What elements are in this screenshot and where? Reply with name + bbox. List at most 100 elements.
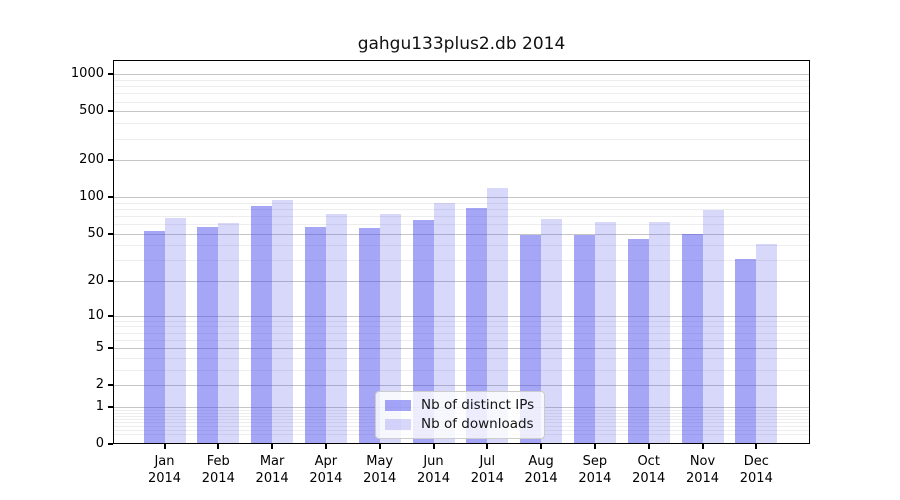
bar-downloads: [594, 221, 616, 444]
y-gridline: [113, 74, 810, 76]
y-gridline-minor: [113, 202, 810, 204]
x-tick-label: Jul 2014: [470, 454, 504, 486]
y-tick-label: 50: [87, 225, 104, 241]
bar-distinct-ips: [197, 226, 219, 444]
x-tick-label: Nov 2014: [685, 454, 720, 486]
y-gridline-minor: [113, 357, 810, 359]
x-tick-mark: [647, 444, 650, 449]
y-gridline: [113, 385, 810, 387]
chart-title: gahgu133plus2.db 2014: [357, 34, 566, 54]
bar-distinct-ips: [573, 234, 595, 444]
bar-downloads: [433, 203, 455, 444]
x-tick-label: Mar 2014: [255, 454, 289, 486]
y-gridline-minor: [113, 245, 810, 247]
legend-swatch-downloads: [385, 418, 411, 430]
bar-downloads: [325, 213, 347, 444]
y-gridline-minor: [113, 339, 810, 341]
y-tick-mark: [108, 314, 113, 317]
y-gridline: [113, 111, 810, 113]
bar-distinct-ips: [735, 258, 757, 444]
legend-swatch-distinct-ips: [385, 399, 411, 411]
x-tick-mark: [324, 444, 327, 449]
x-tick-mark: [486, 444, 489, 449]
y-gridline-minor: [113, 332, 810, 334]
y-tick-mark: [108, 347, 113, 350]
y-tick-mark: [108, 280, 113, 283]
y-gridline: [113, 281, 810, 283]
legend-row-downloads: Nb of downloads: [385, 416, 534, 432]
y-gridline-minor: [113, 86, 810, 88]
x-tick-mark: [432, 444, 435, 449]
x-tick-mark: [755, 444, 758, 449]
x-tick-label: Feb 2014: [201, 454, 235, 486]
y-tick-label: 20: [87, 273, 104, 289]
y-gridline-minor: [113, 224, 810, 226]
bar-downloads: [756, 244, 778, 444]
x-tick-label: Apr 2014: [309, 454, 343, 486]
bar-downloads: [487, 188, 509, 444]
bar-downloads: [702, 209, 724, 444]
x-tick-mark: [378, 444, 381, 449]
y-tick-mark: [108, 73, 113, 76]
y-tick-mark: [108, 384, 113, 387]
bar-distinct-ips: [627, 239, 649, 444]
x-tick-label: Sep 2014: [578, 454, 612, 486]
bar-distinct-ips: [143, 230, 165, 444]
y-gridline-minor: [113, 80, 810, 81]
bar-downloads: [218, 223, 240, 444]
y-gridline: [113, 233, 810, 235]
bar-distinct-ips: [304, 226, 326, 444]
y-tick-label: 5: [95, 340, 104, 356]
x-tick-mark: [540, 444, 543, 449]
x-tick-mark: [163, 444, 166, 449]
x-tick-label: May 2014: [363, 454, 397, 486]
y-tick-label: 0: [95, 436, 104, 451]
x-tick-mark: [701, 444, 704, 449]
y-gridline-minor: [113, 101, 810, 103]
y-gridline-minor: [113, 215, 810, 217]
legend-label-distinct-ips: Nb of distinct IPs: [421, 397, 535, 413]
x-tick-label: Aug 2014: [524, 454, 558, 486]
y-tick-mark: [108, 159, 113, 162]
y-gridline: [113, 197, 810, 199]
y-tick-mark: [108, 196, 113, 199]
x-tick-label: Oct 2014: [632, 454, 666, 486]
x-tick-label: Jan 2014: [147, 454, 182, 486]
y-gridline: [113, 160, 810, 162]
y-gridline-minor: [113, 138, 810, 140]
bar-downloads: [541, 219, 563, 444]
y-gridline-minor: [113, 93, 810, 95]
y-gridline: [113, 348, 810, 350]
x-tick-label: Dec 2014: [739, 454, 773, 486]
bar-downloads: [648, 222, 670, 444]
y-tick-mark: [108, 110, 113, 113]
y-gridline-minor: [113, 369, 810, 371]
y-tick-mark: [108, 232, 113, 235]
bar-downloads: [272, 199, 294, 444]
y-tick-label: 10: [87, 307, 104, 323]
bar-distinct-ips: [412, 219, 434, 444]
y-gridline-minor: [113, 326, 810, 328]
bar-distinct-ips: [681, 233, 703, 444]
y-tick-mark: [108, 443, 113, 445]
bar-downloads: [164, 217, 186, 444]
x-tick-mark: [593, 444, 596, 449]
legend-label-downloads: Nb of downloads: [421, 416, 534, 432]
legend-row-distinct-ips: Nb of distinct IPs: [385, 397, 534, 413]
bar-distinct-ips: [358, 227, 380, 444]
y-gridline-minor: [113, 320, 810, 322]
y-gridline: [113, 315, 810, 317]
bar-distinct-ips: [251, 205, 273, 444]
y-tick-label: 1: [95, 398, 104, 414]
y-tick-label: 100: [79, 189, 104, 205]
y-gridline-minor: [113, 208, 810, 210]
y-tick-mark: [108, 405, 113, 408]
y-tick-label: 500: [79, 103, 104, 119]
y-tick-label: 200: [79, 152, 104, 168]
y-gridline-minor: [113, 260, 810, 262]
y-gridline-minor: [113, 123, 810, 125]
bar-distinct-ips: [466, 207, 488, 444]
